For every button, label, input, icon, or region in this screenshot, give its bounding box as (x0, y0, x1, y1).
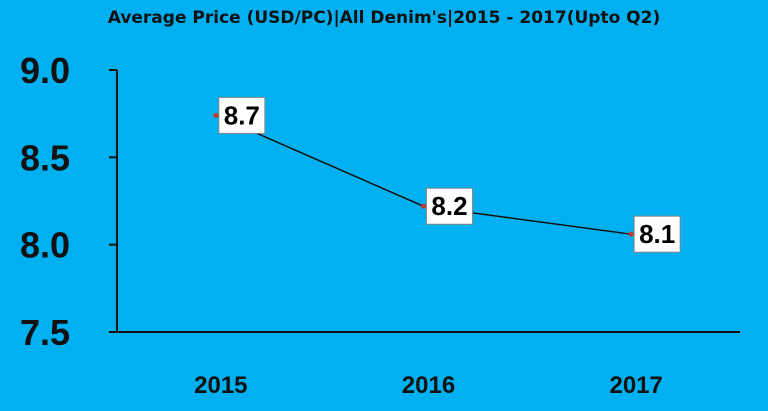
series-line-group (213, 112, 634, 237)
data-label-box (218, 96, 266, 134)
series-line (215, 114, 632, 235)
y-tick-label: 8.0 (20, 225, 70, 266)
y-tick-label: 9.0 (20, 50, 70, 91)
data-label-text: 8.1 (639, 219, 675, 249)
x-axis: 2015 2016 2017 (117, 331, 740, 399)
x-tick-label: 2015 (194, 372, 247, 399)
data-label-text: 8.2 (431, 191, 467, 221)
data-label-box (426, 187, 473, 225)
data-labels: 8.7 8.2 8.1 (218, 96, 681, 253)
data-point (213, 112, 219, 118)
data-point (421, 203, 426, 209)
data-point (628, 231, 634, 237)
y-axis: 9.0 8.5 8.0 7.5 (20, 50, 118, 353)
data-label: 8.1 (633, 215, 681, 253)
data-label: 8.7 (218, 96, 266, 134)
y-tick-label: 7.5 (20, 312, 70, 353)
data-label-text: 8.7 (224, 100, 260, 130)
chart-title: Average Price (USD/PC)|All Denim's|2015 … (107, 8, 661, 28)
data-label: 8.2 (426, 187, 473, 225)
y-tick-label: 8.5 (20, 137, 70, 178)
data-label-box (633, 215, 681, 253)
x-tick-label: 2016 (402, 372, 455, 399)
x-tick-label: 2017 (609, 372, 662, 399)
